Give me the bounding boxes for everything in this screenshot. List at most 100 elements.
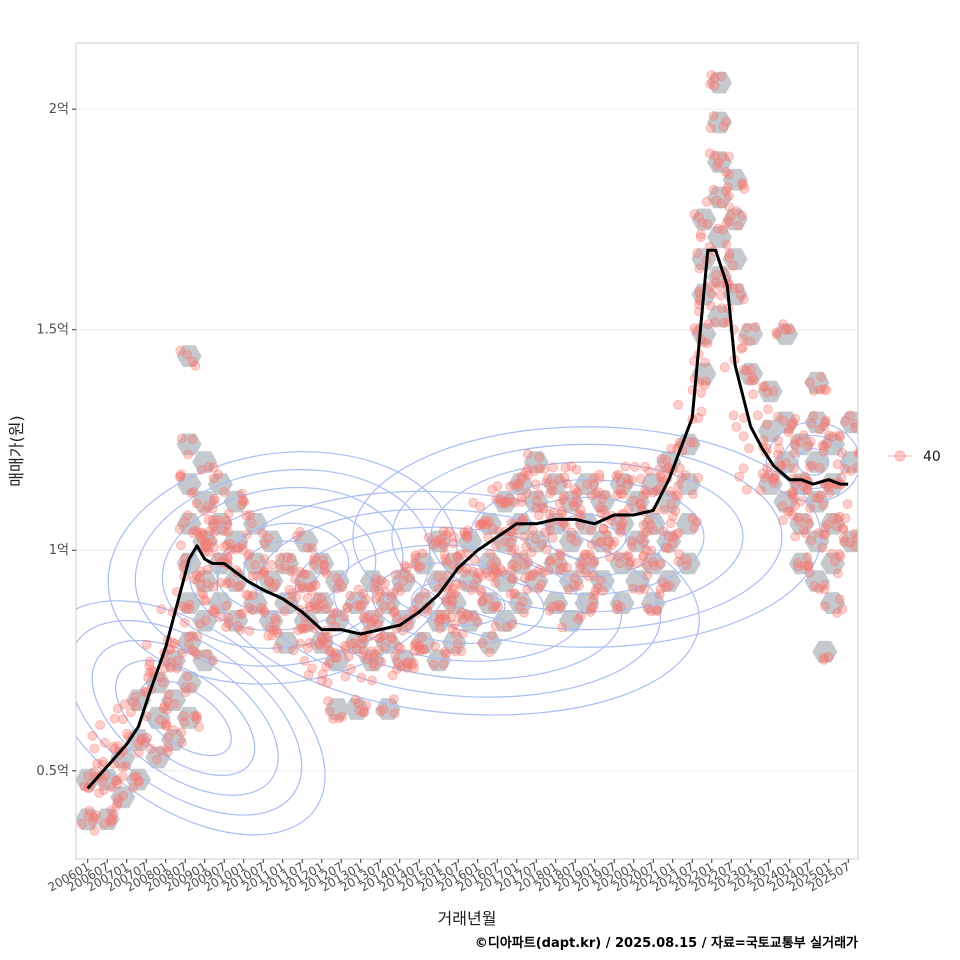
scatter-point (311, 603, 322, 614)
scatter-point (819, 654, 830, 665)
scatter-point (700, 376, 711, 387)
scatter-point (466, 584, 477, 595)
scatter-point (554, 498, 565, 509)
scatter-point (636, 473, 646, 484)
density-contour (76, 600, 326, 836)
hexbin-cell (757, 473, 783, 495)
hexbin-cell (492, 490, 518, 513)
scatter-point (728, 260, 738, 271)
scatter-point (688, 489, 698, 500)
scatter-point (711, 195, 722, 206)
scatter-point (272, 643, 283, 654)
scatter-point (593, 487, 604, 498)
hexbin-cell (523, 530, 549, 553)
scatter-point (410, 552, 421, 563)
scatter-point (550, 601, 561, 611)
density-contour (216, 522, 350, 614)
scatter-point (136, 733, 147, 744)
scatter-point (268, 625, 279, 636)
density-contour (107, 451, 458, 685)
scatter-point (581, 549, 592, 560)
hexbin-cell (804, 530, 830, 553)
scatter-point (310, 579, 321, 590)
scatter-point (440, 609, 451, 620)
scatter-point (320, 603, 331, 614)
scatter-point (307, 543, 317, 553)
scatter-point (302, 542, 313, 553)
scatter-point (110, 775, 121, 786)
scatter-point (305, 601, 316, 612)
scatter-point (300, 569, 311, 580)
scatter-point (560, 520, 571, 531)
scatter-point (819, 441, 830, 452)
scatter-point (804, 567, 815, 578)
scatter-point (318, 559, 329, 570)
scatter-point (141, 639, 152, 650)
scatter-point (722, 182, 733, 193)
scatter-point (316, 675, 327, 686)
scatter-point (332, 583, 343, 594)
scatter-point (589, 472, 599, 483)
scatter-point (340, 644, 351, 655)
scatter-point (562, 478, 573, 489)
scatter-point (392, 582, 403, 593)
scatter-point (194, 721, 204, 732)
scatter-point (835, 551, 846, 562)
hexbin-cell (558, 610, 584, 632)
scatter-point (680, 470, 691, 480)
scatter-point (316, 593, 327, 604)
hexbin-cell (820, 552, 846, 575)
scatter-point (778, 415, 789, 426)
scatter-point (790, 439, 801, 450)
scatter-point (704, 148, 715, 159)
scatter-point (209, 493, 220, 504)
scatter-point (270, 613, 280, 624)
scatter-point (664, 580, 675, 591)
scatter-point (204, 526, 215, 537)
scatter-point (693, 413, 704, 424)
scatter-point (557, 622, 568, 633)
scatter-point (788, 463, 799, 474)
scatter-point (448, 531, 459, 542)
scatter-point (174, 524, 185, 534)
scatter-point (441, 530, 452, 541)
scatter-point (244, 549, 255, 560)
hexbin-cell (722, 248, 748, 270)
scatter-point (802, 513, 813, 524)
scatter-point (819, 421, 829, 432)
scatter-point (449, 589, 460, 600)
scatter-point (531, 495, 542, 506)
scatter-point (733, 220, 744, 231)
hexbin-cell (145, 746, 171, 769)
scatter-point (813, 528, 824, 538)
scatter-point (87, 816, 98, 827)
scatter-point (452, 552, 463, 563)
scatter-point (449, 619, 460, 630)
scatter-point (635, 498, 646, 509)
scatter-point (700, 380, 711, 390)
scatter-point (640, 461, 650, 472)
scatter-point (187, 528, 198, 538)
scatter-point (548, 507, 559, 518)
scatter-point (323, 645, 334, 656)
scatter-point (671, 529, 682, 540)
scatter-point (268, 582, 279, 593)
hexbin-cell (839, 530, 858, 553)
scatter-point (790, 500, 801, 511)
scatter-point (553, 557, 564, 568)
scatter-point (181, 603, 192, 614)
scatter-point (822, 438, 833, 449)
scatter-point (820, 579, 830, 590)
scatter-point (504, 493, 515, 504)
scatter-point (391, 664, 402, 675)
hexbin-cell (574, 552, 600, 575)
scatter-point (694, 263, 705, 274)
scatter-point (456, 607, 467, 618)
scatter-point (472, 617, 483, 627)
scatter-point (317, 633, 328, 644)
scatter-point (615, 601, 626, 612)
scatter-point (582, 479, 593, 490)
scatter-point (264, 577, 275, 587)
scatter-point (757, 468, 768, 479)
scatter-point (516, 497, 527, 507)
